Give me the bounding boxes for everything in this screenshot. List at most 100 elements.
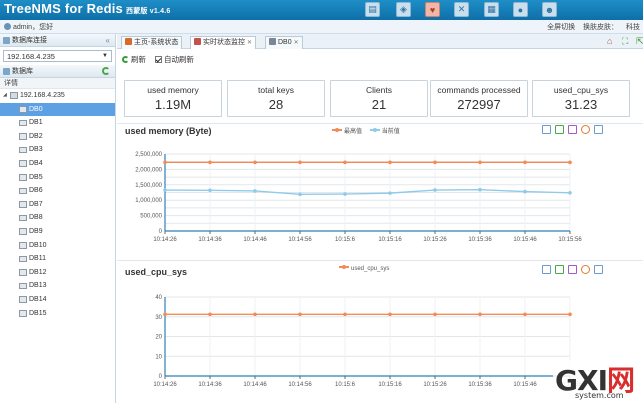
data-point[interactable] bbox=[568, 312, 572, 317]
x-tick-label: 10:14:46 bbox=[243, 382, 267, 388]
data-point[interactable] bbox=[388, 160, 392, 165]
data-point[interactable] bbox=[343, 312, 347, 317]
auto-refresh-checkbox[interactable]: 自动刷新 bbox=[155, 50, 194, 70]
wrench-icon[interactable]: ✕ bbox=[454, 2, 469, 17]
data-point[interactable] bbox=[523, 189, 527, 194]
data-point[interactable] bbox=[388, 191, 392, 195]
database-item-label: DB2 bbox=[29, 132, 43, 140]
skin-select-link[interactable]: 科技 bbox=[626, 24, 640, 31]
data-view-icon[interactable] bbox=[542, 265, 551, 274]
line-chart-icon[interactable] bbox=[555, 125, 564, 134]
database-item-db2[interactable]: DB2 bbox=[0, 130, 115, 144]
database-item-db9[interactable]: DB9 bbox=[0, 225, 115, 239]
shield-icon[interactable]: ◈ bbox=[396, 2, 411, 17]
data-point[interactable] bbox=[433, 188, 437, 192]
legend-series-cpu[interactable]: used_cpu_sys bbox=[351, 266, 390, 272]
fullscreen-icon[interactable]: ⛶ bbox=[622, 36, 629, 46]
tab-home-status[interactable]: 主页-系统状态 bbox=[121, 36, 183, 49]
data-point[interactable] bbox=[253, 160, 257, 165]
x-tick-label: 10:15:16 bbox=[378, 237, 402, 243]
data-point[interactable] bbox=[208, 160, 212, 165]
refresh-tree-icon[interactable] bbox=[102, 67, 110, 75]
data-point[interactable] bbox=[433, 160, 437, 165]
expand-icon[interactable]: ⇱ bbox=[636, 36, 643, 46]
database-item-db12[interactable]: DB12 bbox=[0, 266, 115, 280]
database-item-db3[interactable]: DB3 bbox=[0, 143, 115, 157]
data-point[interactable] bbox=[523, 160, 527, 165]
user-icon[interactable]: ☻ bbox=[542, 2, 557, 17]
stat-label: Clients bbox=[366, 85, 392, 95]
database-item-db10[interactable]: DB10 bbox=[0, 239, 115, 253]
database-item-db11[interactable]: DB11 bbox=[0, 252, 115, 266]
home-icon bbox=[125, 38, 132, 45]
data-point[interactable] bbox=[298, 312, 302, 317]
data-point[interactable] bbox=[208, 188, 212, 193]
data-point[interactable] bbox=[343, 192, 347, 196]
refresh-button[interactable]: 刷新 bbox=[122, 50, 146, 70]
x-tick-label: 10:15:46 bbox=[513, 237, 537, 243]
data-point[interactable] bbox=[163, 188, 167, 192]
host-select[interactable]: 192.168.4.235 ▼ bbox=[3, 50, 112, 62]
data-point[interactable] bbox=[298, 160, 302, 165]
data-point[interactable] bbox=[253, 312, 257, 317]
series-line-1 bbox=[164, 189, 571, 196]
data-point[interactable] bbox=[298, 192, 302, 197]
data-point[interactable] bbox=[478, 312, 482, 317]
data-point[interactable] bbox=[568, 191, 572, 195]
tab-db0[interactable]: DB0 ✕ bbox=[265, 36, 303, 49]
database-item-db8[interactable]: DB8 bbox=[0, 211, 115, 225]
data-point[interactable] bbox=[343, 160, 347, 165]
data-point[interactable] bbox=[433, 312, 437, 317]
fullscreen-toggle-link[interactable]: 全屏切换 bbox=[547, 24, 576, 31]
collapse-sidebar-icon[interactable]: « bbox=[105, 36, 110, 45]
data-point[interactable] bbox=[163, 312, 167, 317]
line-chart-icon[interactable] bbox=[555, 265, 564, 274]
tree-root-server[interactable]: ◢ 192.168.4.235 bbox=[0, 89, 115, 103]
y-tick-label: 2,500,000 bbox=[135, 152, 162, 158]
legend-marker bbox=[369, 127, 380, 132]
data-point[interactable] bbox=[478, 160, 482, 165]
data-point[interactable] bbox=[163, 160, 167, 165]
bar-chart-icon[interactable] bbox=[568, 125, 577, 134]
legend-series-max[interactable]: 最高值 bbox=[344, 129, 363, 135]
legend-series-current[interactable]: 当前值 bbox=[381, 129, 400, 135]
monitor-icon bbox=[194, 38, 201, 45]
tab-realtime-monitor[interactable]: 实时状态监控 ✕ bbox=[190, 36, 257, 49]
data-point[interactable] bbox=[253, 189, 257, 193]
data-point[interactable] bbox=[208, 312, 212, 317]
close-tab-icon[interactable]: ✕ bbox=[293, 40, 299, 46]
heart-icon[interactable]: ♥ bbox=[425, 2, 440, 17]
database-item-label: DB3 bbox=[29, 146, 43, 154]
save-image-icon[interactable] bbox=[594, 265, 603, 274]
database-item-db13[interactable]: DB13 bbox=[0, 279, 115, 293]
y-tick-label: 0 bbox=[159, 229, 163, 235]
home-icon[interactable]: ⌂ bbox=[607, 36, 613, 46]
data-point[interactable] bbox=[568, 160, 572, 165]
document-icon[interactable]: ▤ bbox=[365, 2, 380, 17]
database-item-db4[interactable]: DB4 bbox=[0, 157, 115, 171]
data-point[interactable] bbox=[388, 312, 392, 317]
database-item-db1[interactable]: DB1 bbox=[0, 116, 115, 130]
data-point[interactable] bbox=[523, 312, 527, 317]
database-item-db15[interactable]: DB15 bbox=[0, 307, 115, 321]
data-point[interactable] bbox=[478, 187, 482, 192]
memory-chart-title: used memory (Byte) bbox=[125, 126, 212, 136]
save-image-icon[interactable] bbox=[594, 125, 603, 134]
database-list: DB0 DB1 DB2 DB3 DB4 DB5 DB6 DB7 DB8 DB9 DB10 DB11 DB… bbox=[0, 102, 115, 321]
settings-icon[interactable]: ▦ bbox=[484, 2, 499, 17]
database-icon bbox=[19, 133, 27, 140]
database-icon bbox=[19, 269, 27, 276]
database-item-db14[interactable]: DB14 bbox=[0, 293, 115, 307]
close-tab-icon[interactable]: ✕ bbox=[247, 40, 253, 46]
restore-icon[interactable] bbox=[581, 265, 590, 274]
help-icon[interactable]: ● bbox=[513, 2, 528, 17]
checkbox-icon bbox=[155, 56, 162, 63]
restore-icon[interactable] bbox=[581, 125, 590, 134]
database-item-db0[interactable]: DB0 bbox=[0, 102, 115, 117]
bar-chart-icon[interactable] bbox=[568, 265, 577, 274]
database-item-db5[interactable]: DB5 bbox=[0, 171, 115, 185]
expand-icon[interactable]: ◢ bbox=[3, 92, 7, 98]
data-view-icon[interactable] bbox=[542, 125, 551, 134]
database-item-db7[interactable]: DB7 bbox=[0, 198, 115, 212]
database-item-db6[interactable]: DB6 bbox=[0, 184, 115, 198]
